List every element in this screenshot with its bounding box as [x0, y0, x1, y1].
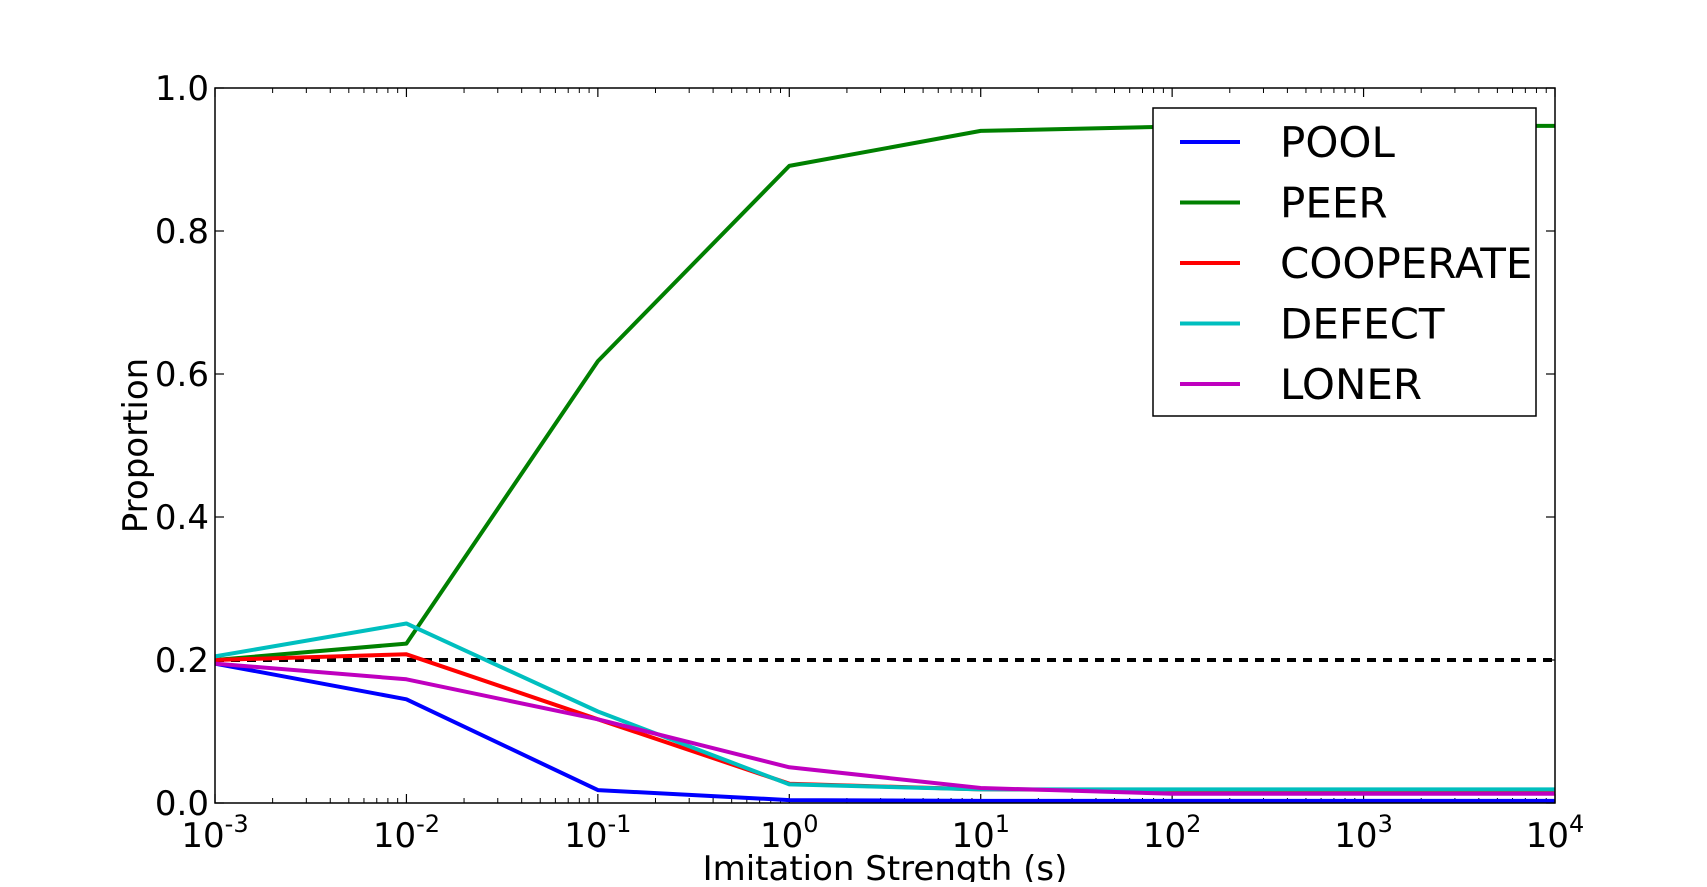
x-tick-exponent: 3: [1378, 810, 1393, 838]
legend-label-cooperate: COOPERATE: [1280, 239, 1532, 288]
series-line-loner: [214, 661, 1555, 796]
plot-area-frame: [214, 87, 1556, 804]
x-tick-exponent: 0: [803, 810, 818, 838]
x-tick-base: 10: [1526, 816, 1569, 856]
y-tick-label: 0.6: [155, 355, 209, 395]
y-tick-label: 0.2: [155, 641, 209, 681]
x-tick-label: 100: [760, 810, 819, 856]
y-tick-label: 0.4: [155, 498, 209, 538]
x-tick-exponent: -3: [225, 810, 249, 838]
x-tick-exponent: -1: [608, 810, 632, 838]
y-tick-label: 1.0: [155, 69, 209, 109]
y-tick-label: 0.0: [155, 784, 209, 824]
legend-label-pool: POOL: [1280, 118, 1395, 167]
tick-labels: 0.00.20.40.60.81.010-3 10-2 10-1 100 101 102 1…: [155, 69, 1584, 856]
x-tick-base: 10: [564, 816, 607, 856]
legend-label-loner: LONER: [1280, 360, 1422, 409]
x-tick-exponent: -2: [416, 810, 440, 838]
x-tick-base: 10: [1334, 816, 1377, 856]
legend: POOL PEER COOPERATE DEFECT LONER: [1152, 107, 1537, 417]
x-tick-label: 104: [1526, 810, 1585, 856]
x-tick-exponent: 2: [1186, 810, 1201, 838]
x-tick-exponent: 4: [1569, 810, 1584, 838]
x-tick-label: 103: [1334, 810, 1393, 856]
x-tick-base: 10: [1143, 816, 1186, 856]
legend-label-peer: PEER: [1280, 179, 1388, 228]
x-tick-base: 10: [373, 816, 416, 856]
x-tick-label: 101: [951, 810, 1010, 856]
series-line-pool: [214, 661, 1555, 803]
x-tick-label: 10-2: [373, 810, 440, 856]
series-line-defect: [214, 621, 1555, 792]
x-axis-label: Imitation Strength (s): [703, 849, 1068, 882]
y-tick-label: 0.8: [155, 212, 209, 252]
x-tick-exponent: 1: [995, 810, 1010, 838]
x-tick-base: 10: [760, 816, 803, 856]
legend-label-defect: DEFECT: [1280, 300, 1445, 349]
x-tick-base: 10: [951, 816, 994, 856]
x-tick-label: 10-1: [564, 810, 631, 856]
y-axis-label: Proportion: [116, 358, 156, 533]
x-tick-label: 102: [1143, 810, 1202, 856]
x-tick-base: 10: [181, 816, 224, 856]
x-tick-label: 10-3: [181, 810, 248, 856]
